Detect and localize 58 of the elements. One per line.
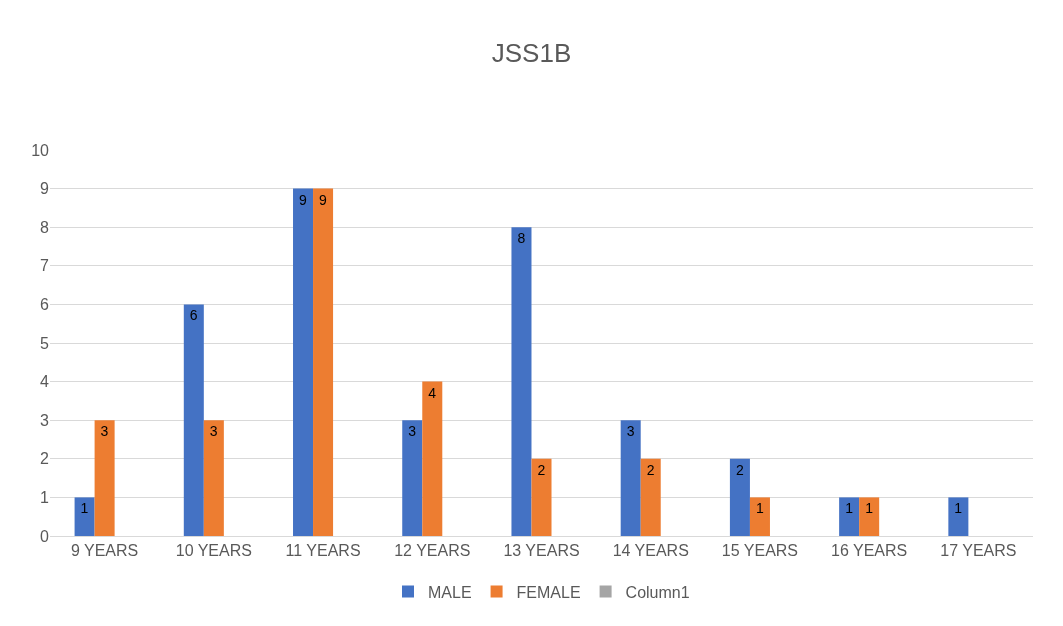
bar	[948, 497, 969, 536]
bar	[74, 497, 95, 536]
y-tick-label: 2	[40, 450, 50, 468]
data-label: 3	[626, 423, 635, 440]
x-tick-label: 14 YEARS	[612, 542, 689, 560]
y-tick-label: 1	[40, 489, 50, 506]
x-tick-label: 17 YEARS	[940, 542, 1017, 560]
data-label: 4	[428, 384, 437, 401]
x-tick-label: 15 YEARS	[721, 542, 799, 560]
bar	[620, 420, 641, 536]
bar	[313, 188, 334, 536]
data-label: 1	[865, 500, 874, 517]
bar	[422, 381, 443, 536]
data-label: 2	[735, 461, 744, 478]
bar	[183, 304, 204, 536]
y-tick-label: 10	[31, 141, 50, 159]
bar	[640, 458, 661, 536]
x-tick-label: 16 YEARS	[831, 542, 908, 560]
y-tick-label: 5	[40, 334, 50, 352]
legend-label: Column1	[625, 583, 690, 601]
x-tick-label: 13 YEARS	[503, 542, 580, 560]
bar	[839, 497, 860, 536]
data-label: 6	[189, 307, 198, 324]
y-tick-label: 4	[40, 373, 50, 391]
data-label: 8	[517, 230, 526, 247]
bar	[402, 420, 423, 536]
data-label: 1	[80, 500, 89, 517]
bar	[859, 497, 880, 536]
data-label: 1	[845, 500, 854, 517]
bar	[531, 458, 552, 536]
chart-title: JSS1B	[491, 38, 572, 69]
data-label: 3	[209, 423, 218, 440]
data-label: 3	[100, 423, 109, 440]
bar	[203, 420, 224, 536]
y-tick-label: 7	[40, 257, 50, 275]
bar	[749, 497, 770, 536]
bar	[94, 420, 115, 536]
legend-label: MALE	[428, 583, 472, 601]
y-tick-label: 8	[40, 218, 50, 236]
bar	[293, 188, 314, 536]
y-tick-label: 3	[40, 411, 50, 429]
x-tick-label: 10 YEARS	[175, 542, 252, 560]
legend-label: FEMALE	[516, 583, 581, 601]
data-label: 9	[299, 191, 308, 208]
y-tick-label: 6	[40, 296, 50, 313]
bar	[511, 227, 532, 536]
data-label: 2	[537, 461, 546, 478]
x-tick-label: 11 YEARS	[285, 542, 361, 560]
data-label: 3	[408, 423, 417, 440]
x-tick-label: 9 YEARS	[70, 542, 139, 560]
y-tick-label: 0	[40, 527, 50, 545]
bar	[729, 458, 750, 536]
data-label: 1	[954, 500, 963, 517]
x-tick-label: 12 YEARS	[394, 542, 471, 560]
data-label: 9	[319, 191, 328, 208]
data-label: 1	[755, 500, 764, 517]
data-label: 2	[646, 461, 655, 478]
y-tick-label: 9	[40, 180, 50, 198]
